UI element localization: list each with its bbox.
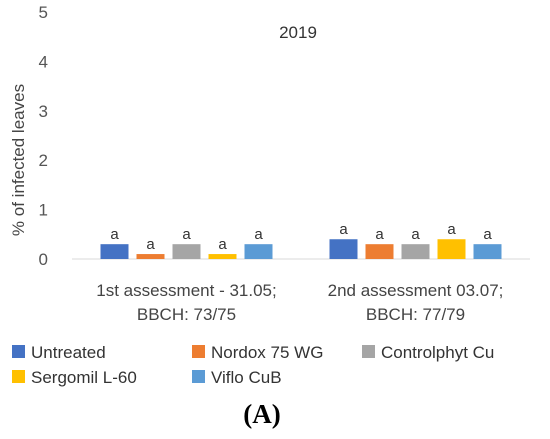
panel-label: (A) bbox=[243, 399, 280, 429]
legend-swatch bbox=[12, 370, 25, 383]
x-category-label: BBCH: 77/79 bbox=[366, 305, 465, 324]
bar-untreated bbox=[100, 244, 129, 259]
y-axis-label: % of infected leaves bbox=[9, 84, 28, 236]
x-category-label: BBCH: 73/75 bbox=[137, 305, 236, 324]
bar-sergomil-l-60 bbox=[208, 254, 237, 259]
bar-data-label: a bbox=[182, 226, 191, 243]
legend-label: Nordox 75 WG bbox=[211, 343, 323, 362]
bar-viflo-cub bbox=[244, 244, 273, 259]
bar-data-label: a bbox=[110, 226, 119, 243]
bar-data-label: a bbox=[375, 226, 384, 243]
legend: Untreated Nordox 75 WG Controlphyt Cu Sergo… bbox=[12, 343, 494, 387]
bar-sergomil-l-60 bbox=[437, 239, 466, 259]
legend-swatch bbox=[192, 370, 205, 383]
legend-label: Sergomil L-60 bbox=[31, 368, 137, 387]
legend-swatch bbox=[362, 345, 375, 358]
chart-title: 2019 bbox=[279, 23, 317, 42]
bar-viflo-cub bbox=[473, 244, 502, 259]
bar-data-label: a bbox=[411, 226, 420, 243]
x-category-label: 1st assessment - 31.05; bbox=[96, 281, 276, 300]
legend-swatch bbox=[12, 345, 25, 358]
bar-untreated bbox=[329, 239, 358, 259]
bar-controlphyt-cu bbox=[401, 244, 430, 259]
y-tick-label: 0 bbox=[39, 250, 48, 269]
legend-label: Viflo CuB bbox=[211, 368, 282, 387]
bar-data-label: a bbox=[218, 236, 227, 253]
bar-nordox-75-wg bbox=[365, 244, 394, 259]
y-tick-label: 3 bbox=[39, 102, 48, 121]
bar-data-label: a bbox=[254, 226, 263, 243]
bars-group bbox=[100, 239, 502, 259]
bar-controlphyt-cu bbox=[172, 244, 201, 259]
legend-swatch bbox=[192, 345, 205, 358]
bar-data-label: a bbox=[146, 236, 155, 253]
bar-nordox-75-wg bbox=[136, 254, 165, 259]
category-labels: 1st assessment - 31.05; BBCH: 73/75 2nd as… bbox=[96, 281, 503, 324]
y-axis-ticks: 0 1 2 3 4 5 bbox=[39, 3, 48, 269]
bar-data-label: a bbox=[483, 226, 492, 243]
legend-label: Untreated bbox=[31, 343, 106, 362]
y-tick-label: 4 bbox=[39, 52, 48, 71]
y-tick-label: 2 bbox=[39, 151, 48, 170]
bar-data-label: a bbox=[339, 221, 348, 238]
y-tick-label: 1 bbox=[39, 201, 48, 220]
bar-data-label: a bbox=[447, 221, 456, 238]
x-category-label: 2nd assessment 03.07; bbox=[328, 281, 504, 300]
y-tick-label: 5 bbox=[39, 3, 48, 22]
legend-label: Controlphyt Cu bbox=[381, 343, 494, 362]
